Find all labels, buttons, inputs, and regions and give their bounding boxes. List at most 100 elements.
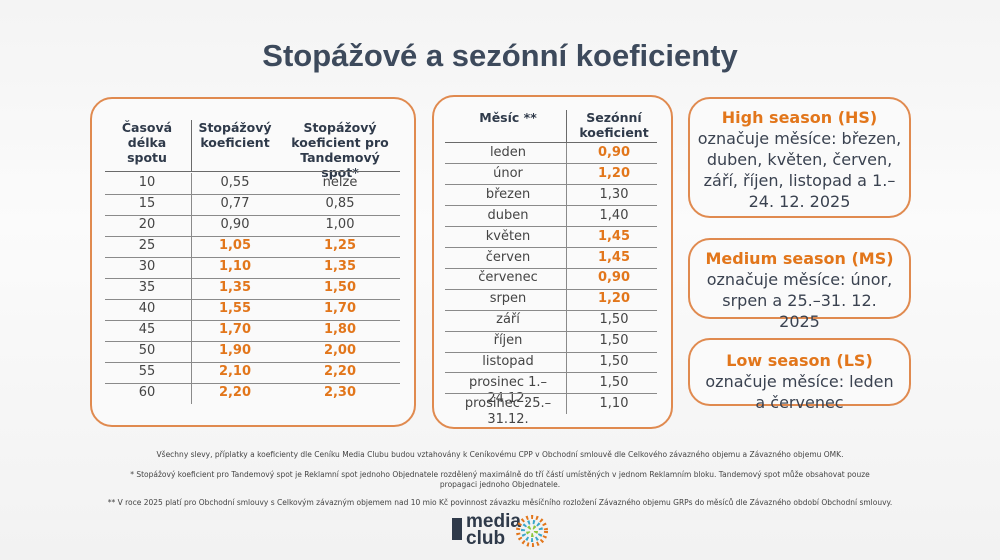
column-rule (566, 110, 567, 142)
table-cell: 60 (138, 385, 156, 400)
table-cell: 1,25 (323, 238, 357, 253)
row-rule (105, 382, 400, 384)
season-desc: označuje měsíce: únor, srpen a 25.–31. 1… (706, 270, 893, 331)
table-cell: 1,35 (218, 280, 252, 295)
row-rule (445, 288, 657, 290)
table-cell: 50 (138, 343, 156, 358)
season-text: Low season (LS) označuje měsíce: leden a… (690, 340, 909, 413)
column-header: Sezónní koeficient (579, 110, 649, 140)
logo-line: club (466, 528, 506, 549)
column-rule (566, 184, 567, 206)
table-cell: 1,45 (597, 228, 631, 244)
column-rule (191, 214, 192, 236)
season-desc: označuje měsíce: březen, duben, květen, … (697, 129, 902, 211)
note: * Stopážový koeficient pro Tandemový spo… (130, 470, 870, 489)
header-rule (105, 171, 400, 172)
table-cell: 1,55 (218, 301, 252, 316)
row-rule (105, 298, 400, 300)
row-rule (445, 309, 657, 311)
column-rule (191, 298, 192, 320)
row-rule (105, 214, 400, 216)
table-cell: 1,05 (218, 238, 252, 253)
season-box: High season (HS) označuje měsíce: březen,… (688, 97, 911, 218)
table-cell: 0,77 (220, 196, 250, 211)
table-cell: 1,50 (599, 333, 629, 349)
column-rule (566, 330, 567, 352)
column-rule (566, 288, 567, 310)
row-rule (445, 351, 657, 353)
table-cell: 1,90 (218, 343, 252, 358)
row-rule (105, 256, 400, 258)
table-cell: 55 (138, 364, 156, 379)
column-rule (191, 193, 192, 215)
table-cell: 1,50 (599, 312, 629, 328)
column-rule (191, 277, 192, 299)
column-rule (191, 120, 192, 171)
column-rule (191, 172, 192, 194)
column-rule (566, 142, 567, 164)
table-cell: 2,20 (323, 364, 357, 379)
table-cell: 2,00 (323, 343, 357, 358)
header-rule (445, 142, 657, 143)
column-rule (566, 393, 567, 415)
column-rule (191, 382, 192, 404)
row-rule (445, 163, 657, 165)
table-cell: 35 (138, 280, 156, 295)
column-rule (566, 351, 567, 373)
logo-dots (516, 515, 548, 547)
table-cell: červenec (478, 270, 538, 286)
column-rule (566, 247, 567, 268)
table-cell: 10 (138, 175, 156, 190)
row-rule (105, 277, 400, 279)
row-rule (105, 361, 400, 363)
table-cell: prosinec 25.–31.12. (464, 395, 552, 427)
title: Stopážové a sezónní koeficienty (262, 38, 738, 73)
table-cell: 1,50 (323, 280, 357, 295)
table-cell: 1,20 (597, 291, 631, 307)
table-cell: 1,80 (323, 322, 357, 337)
table-cell: 1,45 (597, 249, 631, 265)
table-cell: leden (489, 145, 527, 160)
table-cell: březen (485, 186, 531, 202)
logo-text: media club (466, 512, 521, 549)
row-rule (445, 267, 657, 269)
table-cell: 2,10 (218, 364, 252, 379)
column-rule (566, 226, 567, 248)
row-rule (445, 205, 657, 207)
column-rule (566, 163, 567, 185)
table-cell: 1,70 (218, 322, 252, 337)
table-cell: 25 (138, 238, 156, 253)
table-cell: 1,50 (599, 354, 629, 369)
season-text: Medium season (MS) označuje měsíce: únor,… (690, 240, 909, 332)
table-cell: 0,90 (597, 270, 631, 286)
table-cell: nelze (322, 175, 358, 190)
row-rule (105, 235, 400, 237)
season-name: Medium season (MS) (705, 249, 894, 268)
table-cell: 20 (138, 217, 156, 232)
column-rule (191, 319, 192, 341)
column-header: Stopážový koeficient pro Tandemový spot* (291, 120, 389, 180)
season-text: High season (HS) označuje měsíce: březen,… (690, 99, 909, 212)
season-desc: označuje měsíce: leden a červenec (705, 372, 894, 412)
row-rule (445, 226, 657, 228)
column-rule (191, 235, 192, 257)
row-rule (105, 340, 400, 342)
row-rule (445, 372, 657, 374)
table-cell: 2,20 (218, 385, 252, 400)
column-header: Stopážový koeficient (198, 120, 272, 150)
table-cell: září (496, 312, 520, 328)
table-cell: 30 (138, 259, 156, 274)
column-rule (566, 372, 567, 394)
table-cell: 1,10 (599, 395, 629, 411)
table-cell: 1,10 (218, 259, 252, 274)
table-cell: květen (485, 228, 531, 244)
table-cell: říjen (493, 333, 523, 349)
table-cell: prosinec 1.–24.12. (468, 374, 548, 406)
table-cell: 2,30 (323, 385, 357, 400)
table-cell: 1,00 (325, 217, 355, 232)
logo-mark (452, 518, 462, 540)
table-cell: 45 (138, 322, 156, 337)
table-cell: 1,40 (599, 207, 629, 223)
row-rule (445, 393, 657, 395)
